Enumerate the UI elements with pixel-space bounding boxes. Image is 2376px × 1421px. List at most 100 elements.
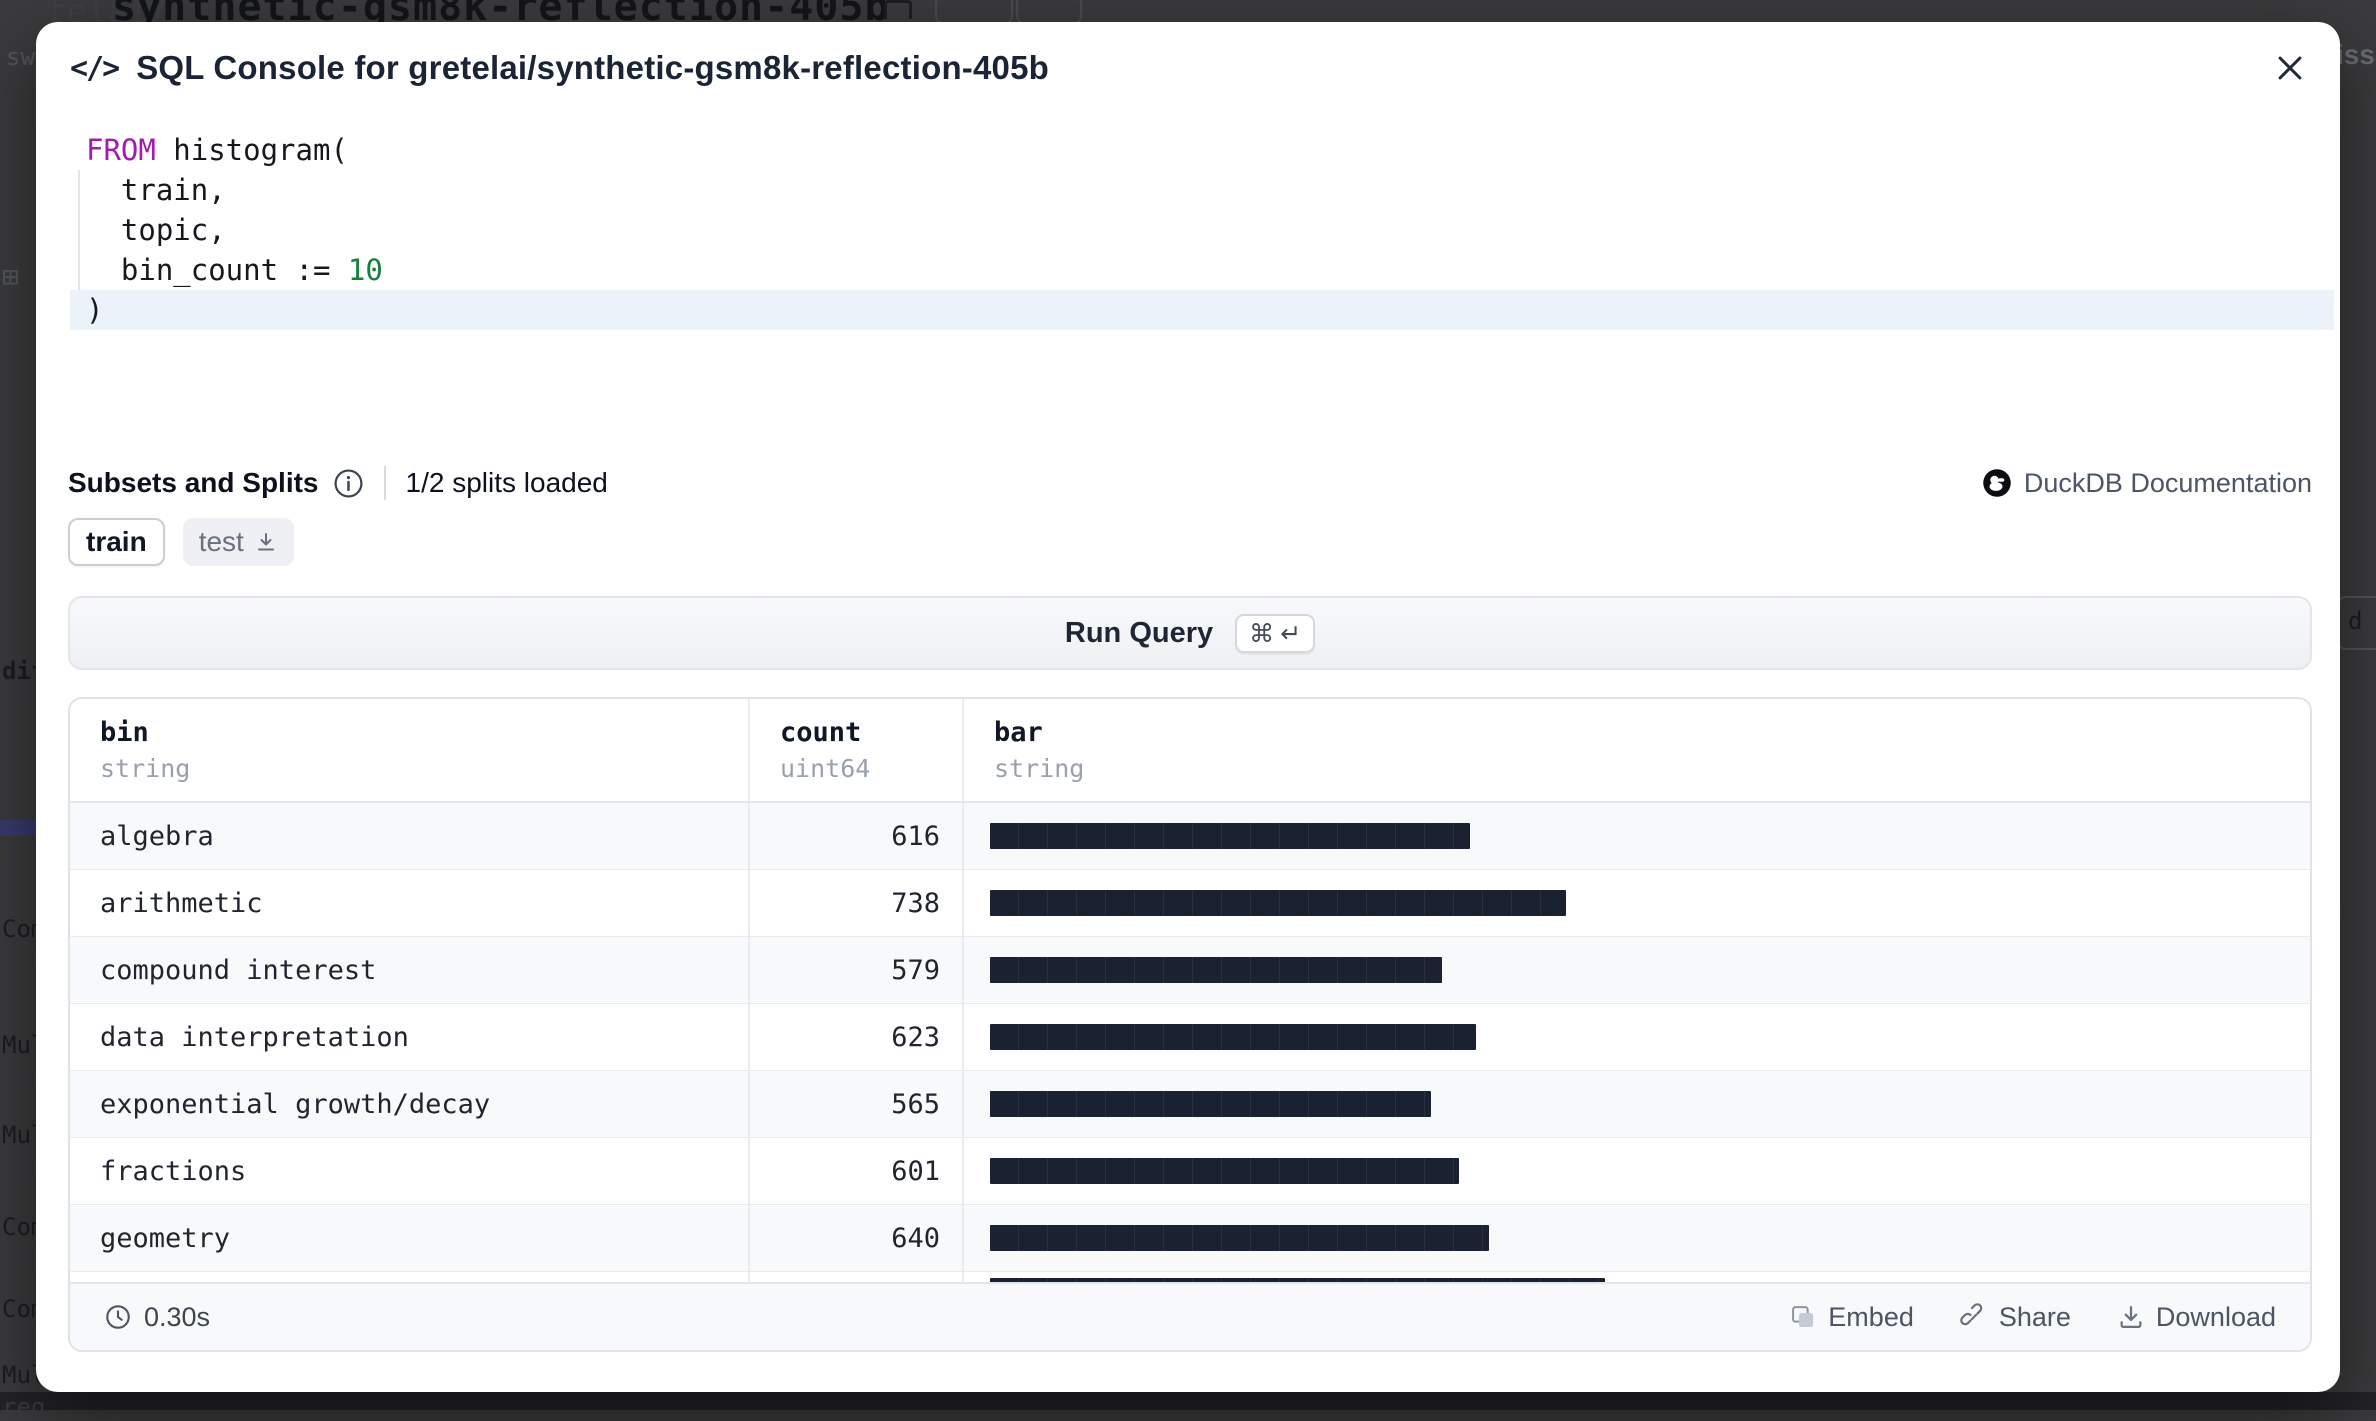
table-row: fractions 601 (70, 1138, 2310, 1205)
code-line[interactable]: bin_count := 10 (70, 250, 2334, 290)
code-token: 10 (347, 253, 383, 287)
backdrop-like-pill (935, 0, 1013, 24)
cmd-key-icon: ⌘ (1249, 618, 1275, 648)
cell-count: 623 (750, 1004, 964, 1070)
cell-bar (964, 1205, 2310, 1271)
cell-count: 565 (750, 1071, 964, 1137)
cell-count: 601 (750, 1138, 964, 1204)
cell-bar (964, 1004, 2310, 1070)
cell-bin: fractions (70, 1138, 750, 1204)
indent-guide (78, 250, 80, 290)
split-button-test[interactable]: test (182, 518, 294, 566)
code-line[interactable]: topic, (70, 210, 2334, 250)
split-buttons: train test (68, 518, 2312, 566)
code-line-active[interactable]: ) (70, 290, 2334, 330)
cell-bar (964, 937, 2310, 1003)
footer-actions: Embed Share Download (1789, 1302, 2276, 1333)
code-line[interactable]: FROM histogram( (70, 130, 2334, 170)
table-row: data interpretation 623 (70, 1004, 2310, 1071)
cell-count: 579 (750, 937, 964, 1003)
column-header-bin: bin string (70, 699, 750, 801)
histogram-bar (990, 1225, 1489, 1251)
sql-editor[interactable]: FROM histogram( train, topic, bin_count … (36, 130, 2340, 330)
table-row: algebra 616 (70, 803, 2310, 870)
duckdb-doc-link[interactable]: DuckDB Documentation (1982, 468, 2312, 499)
column-name: count (780, 717, 862, 748)
download-button[interactable]: Download (2117, 1302, 2276, 1333)
split-label: train (86, 526, 147, 557)
run-query-label: Run Query (1064, 616, 1214, 649)
cell-bar (964, 870, 2310, 936)
download-split-icon (257, 533, 274, 551)
cell-bar (964, 1138, 2310, 1204)
histogram-bar (990, 823, 1470, 849)
cell-bin: arithmetic (70, 870, 750, 936)
download-icon (2120, 1305, 2142, 1329)
cell-bin: compound interest (70, 937, 750, 1003)
column-type: string (994, 754, 1085, 783)
embed-button[interactable]: Embed (1789, 1302, 1914, 1333)
cell-bin: geometry (70, 1205, 750, 1271)
modal-title: SQL Console for gretelai/synthetic-gsm8k… (136, 49, 1050, 86)
download-label: Download (2155, 1301, 2276, 1332)
share-label: Share (1998, 1301, 2071, 1332)
code-token: bin_count := (86, 253, 348, 287)
cell-count: 616 (750, 803, 964, 869)
results-footer: 0.30s Embed (70, 1282, 2310, 1350)
duckdb-logo-icon (1983, 469, 2011, 497)
share-button[interactable]: Share (1960, 1302, 2071, 1333)
code-token: ) (86, 293, 104, 327)
table-row: compound interest 579 (70, 937, 2310, 1004)
backdrop-bottom-strip (0, 1392, 2376, 1410)
backdrop-fragment: req (2, 1393, 46, 1421)
divider (383, 466, 386, 500)
modal-header: </> SQL Console for gretelai/synthetic-g… (36, 22, 2340, 114)
cell-bar (964, 1071, 2310, 1137)
histogram-bar (990, 1024, 1476, 1050)
indent-guide (78, 170, 80, 210)
histogram-bar (990, 957, 1442, 983)
cell-count: 640 (750, 1205, 964, 1271)
info-button[interactable] (333, 468, 364, 499)
close-button[interactable] (2264, 42, 2316, 94)
code-token: train, (86, 173, 226, 207)
duckdb-doc-label: DuckDB Documentation (2023, 467, 2312, 498)
table-header-row: bin string count uint64 bar string (70, 699, 2310, 803)
code-line[interactable]: train, (70, 170, 2334, 210)
run-query-button[interactable]: Run Query ⌘ ↵ (68, 596, 2312, 670)
backdrop-fragment: issa (2336, 39, 2376, 70)
results-table: bin string count uint64 bar string algebra 616… (68, 697, 2312, 1352)
column-header-count: count uint64 (750, 699, 964, 801)
code-icon: </> (70, 50, 120, 86)
subsets-and-splits-row: Subsets and Splits 1/2 splits loaded Duc… (68, 466, 2312, 500)
histogram-bar (990, 1158, 1459, 1184)
query-duration-value: 0.30s (144, 1301, 211, 1332)
info-icon (333, 468, 363, 498)
cell-bin: data interpretation (70, 1004, 750, 1070)
copy-icon (884, 0, 912, 19)
keyboard-shortcut-badge: ⌘ ↵ (1235, 613, 1316, 653)
splits-loaded-status: 1/2 splits loaded (405, 467, 608, 498)
embed-label: Embed (1828, 1301, 1914, 1332)
table-body: algebra 616 arithmetic 738 compound interest… (70, 803, 2310, 1339)
sql-console-modal: </> SQL Console for gretelai/synthetic-g… (36, 22, 2340, 1392)
column-header-bar: bar string (964, 699, 2310, 801)
split-label: test (198, 526, 244, 557)
code-token: histogram( (155, 133, 348, 167)
indent-guide (78, 210, 80, 250)
column-name: bin (100, 717, 149, 748)
cell-count: 738 (750, 870, 964, 936)
embed-icon (1792, 1306, 1814, 1328)
close-icon (2278, 56, 2302, 80)
share-link-icon (1960, 1303, 1983, 1326)
histogram-bar (990, 1091, 1431, 1117)
column-type: string (100, 754, 191, 783)
backdrop-selected-row-band (0, 820, 42, 836)
query-duration: 0.30s (104, 1302, 210, 1333)
column-type: uint64 (780, 754, 871, 783)
backdrop-fragment: sw (6, 43, 35, 71)
split-button-train[interactable]: train (68, 518, 165, 566)
cell-bar (964, 803, 2310, 869)
code-token: FROM (86, 133, 156, 167)
